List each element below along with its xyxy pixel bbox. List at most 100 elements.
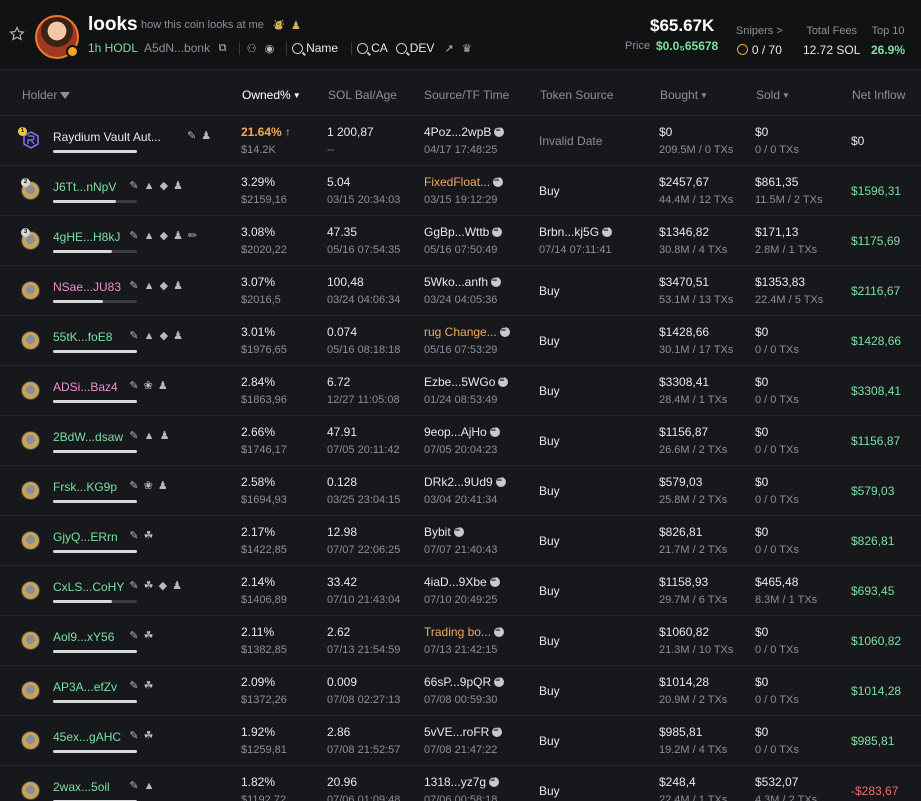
search-name-button[interactable]: Name bbox=[292, 41, 338, 55]
funding-source[interactable]: 9eop...AjHo bbox=[424, 424, 500, 439]
holder-address[interactable]: Frsk...KG9p bbox=[53, 480, 118, 494]
funding-source[interactable]: rug Change... bbox=[424, 324, 510, 339]
holder-address[interactable]: 4gHE...H8kJ bbox=[53, 230, 121, 244]
table-row[interactable]: 2BdW...dsaw ✎ ▲ ♟ 2.66% $1746,17 47.91 07/05 … bbox=[0, 416, 921, 466]
sol-balance: 33.42 bbox=[327, 575, 358, 589]
holder-address[interactable]: GjyQ...ERrn bbox=[53, 530, 118, 544]
table-row[interactable]: Aol9...xY56 ✎ ☘ 2.11% $1382,85 2.62 07/13 21:… bbox=[0, 616, 921, 666]
holder-address[interactable]: 2BdW...dsaw bbox=[53, 430, 124, 444]
funding-source[interactable]: 66sP...9pQR bbox=[424, 674, 505, 689]
wallet-age: 07/07 22:06:25 bbox=[327, 544, 401, 556]
search-dev-button[interactable]: DEV bbox=[395, 41, 434, 55]
raydium-logo-icon bbox=[23, 131, 39, 149]
holder-address[interactable]: 2wax...5oil bbox=[53, 780, 110, 794]
holder-avatar[interactable] bbox=[21, 581, 40, 600]
holder-tag-icons: ✎ ♟ bbox=[187, 130, 213, 142]
funding-source[interactable]: Trading bo... bbox=[424, 624, 504, 639]
bundle-icon[interactable]: ⚇ bbox=[246, 42, 257, 55]
column-owned[interactable]: Owned% ▼ bbox=[242, 88, 301, 102]
holder-address[interactable]: NSae...JU83 bbox=[53, 280, 122, 294]
table-row[interactable]: 2wax...5oil ✎ ▲ 1.82% $1192,72 20.96 07/06 01… bbox=[0, 766, 921, 801]
table-row[interactable]: AP3A...efZv ✎ ☘ 2.09% $1372,26 0.009 07/08 02… bbox=[0, 666, 921, 716]
holders-table-body: 1 Raydium Vault Aut... ✎ ♟ 21.64% ↑ $14.2K 1 … bbox=[0, 116, 921, 801]
holder-avatar[interactable] bbox=[21, 531, 40, 550]
funding-source[interactable]: 4Poz...2wpB bbox=[424, 124, 505, 139]
favorite-star-icon[interactable] bbox=[9, 26, 25, 42]
owned-percent: 3.29% bbox=[241, 175, 276, 189]
token-source: Invalid Date bbox=[539, 134, 603, 148]
funding-source[interactable]: 1318...yz7g bbox=[424, 774, 500, 789]
holder-address[interactable]: Raydium Vault Aut... bbox=[53, 130, 161, 144]
sold-txs: 8.3M / 1 TXs bbox=[755, 594, 818, 606]
holding-progress-bar bbox=[53, 600, 137, 603]
column-token-source[interactable]: Token Source bbox=[540, 88, 614, 102]
holder-avatar[interactable] bbox=[21, 331, 40, 350]
copy-icon[interactable]: ⧉ bbox=[218, 41, 227, 54]
holder-avatar[interactable] bbox=[21, 431, 40, 450]
table-row[interactable]: ADSi...Baz4 ✎ ❀ ♟ 2.84% $1863,96 6.72 12/27 1… bbox=[0, 366, 921, 416]
holder-avatar[interactable] bbox=[21, 681, 40, 700]
token-source: Buy bbox=[539, 284, 560, 298]
holder-avatar[interactable] bbox=[21, 381, 40, 400]
filter-icon[interactable] bbox=[60, 92, 71, 99]
table-row[interactable]: Frsk...KG9p ✎ ❀ ♟ 2.58% $1694,93 0.128 03/25 … bbox=[0, 466, 921, 516]
snipers-stat[interactable]: Snipers > 0 / 70 bbox=[736, 25, 783, 57]
sol-balance: 47.35 bbox=[327, 225, 358, 239]
holder-address[interactable]: CxLS...CoHY bbox=[53, 580, 125, 594]
holder-address[interactable]: Aol9...xY56 bbox=[53, 630, 115, 644]
table-row[interactable]: 3 4gHE...H8kJ ✎ ▲ ◆ ♟ ✏ 3.08% $2020,22 47.35 0… bbox=[0, 216, 921, 266]
holder-avatar[interactable] bbox=[21, 631, 40, 650]
solana-icon bbox=[494, 674, 505, 687]
column-sold[interactable]: Sold ▼ bbox=[756, 88, 790, 102]
holder-avatar[interactable] bbox=[21, 731, 40, 750]
holding-progress-fill bbox=[53, 200, 116, 203]
funding-source[interactable]: 5vVE...roFR bbox=[424, 724, 503, 739]
external-link-icon[interactable]: ↗ bbox=[444, 42, 454, 55]
column-holder[interactable]: Holder bbox=[22, 88, 71, 102]
column-net-inflow[interactable]: Net Inflow bbox=[852, 88, 906, 102]
funding-time: 05/16 07:50:49 bbox=[424, 244, 498, 256]
holder-address[interactable]: J6Tt...nNpV bbox=[53, 180, 117, 194]
divider bbox=[286, 41, 288, 55]
table-row[interactable]: 2 J6Tt...nNpV ✎ ▲ ◆ ♟ 3.29% $2159,16 5.04 03/1… bbox=[0, 166, 921, 216]
sold-txs: 0 / 0 TXs bbox=[755, 144, 799, 156]
token-source: Buy bbox=[539, 634, 560, 648]
holder-address[interactable]: 55tK...foE8 bbox=[53, 330, 113, 344]
funding-source[interactable]: FixedFloat... bbox=[424, 174, 504, 189]
search-ca-button[interactable]: CA bbox=[357, 41, 388, 55]
wallet-age: 07/05 20:11:42 bbox=[327, 444, 400, 456]
holder-avatar[interactable] bbox=[21, 281, 40, 300]
table-row[interactable]: 45ex...gAHC ✎ ☘ 1.92% $1259,81 2.86 07/08 21:… bbox=[0, 716, 921, 766]
token-source[interactable]: Brbn...kj5G bbox=[539, 224, 613, 239]
column-source[interactable]: Source/TF Time bbox=[424, 88, 510, 102]
table-row[interactable]: NSae...JU83 ✎ ▲ ◆ ♟ 3.07% $2016,5 100,48 03/2… bbox=[0, 266, 921, 316]
holder-avatar[interactable] bbox=[21, 481, 40, 500]
holder-avatar[interactable] bbox=[21, 781, 40, 800]
funding-source[interactable]: Bybit bbox=[424, 524, 464, 539]
net-inflow: $2116,67 bbox=[851, 284, 901, 298]
holder-address[interactable]: ADSi...Baz4 bbox=[53, 380, 118, 394]
funding-source[interactable]: Ezbe...5WGo bbox=[424, 374, 509, 389]
funding-source[interactable]: DRk2...9Ud9 bbox=[424, 474, 506, 489]
crown-icon[interactable]: ♛ bbox=[462, 42, 472, 55]
contract-address[interactable]: A5dN...bonk bbox=[144, 41, 211, 55]
owned-percent: 21.64% ↑ bbox=[241, 125, 292, 139]
funding-source[interactable]: GgBp...Wttb bbox=[424, 224, 503, 239]
token-avatar[interactable] bbox=[35, 15, 79, 59]
table-row[interactable]: CxLS...CoHY ✎ ☘ ◆ ♟ 2.14% $1406,89 33.42 07/1… bbox=[0, 566, 921, 616]
token-source: Buy bbox=[539, 534, 560, 548]
owned-usd: $2020,22 bbox=[241, 244, 287, 256]
funding-source[interactable]: 4iaD...9Xbe bbox=[424, 574, 500, 589]
table-row[interactable]: 55tK...foE8 ✎ ▲ ◆ ♟ 3.01% $1976,65 0.074 05/1… bbox=[0, 316, 921, 366]
holder-address[interactable]: AP3A...efZv bbox=[53, 680, 118, 694]
funding-source[interactable]: 5Wko...anfh bbox=[424, 274, 502, 289]
solana-icon bbox=[494, 124, 505, 137]
table-row[interactable]: 1 Raydium Vault Aut... ✎ ♟ 21.64% ↑ $14.2K 1 … bbox=[0, 116, 921, 166]
net-inflow: $1014,28 bbox=[851, 684, 902, 698]
column-bought[interactable]: Bought ▼ bbox=[660, 88, 708, 102]
holder-address[interactable]: 45ex...gAHC bbox=[53, 730, 122, 744]
table-row[interactable]: GjyQ...ERrn ✎ ☘ 2.17% $1422,85 12.98 07/07 22… bbox=[0, 516, 921, 566]
column-sol-balance[interactable]: SOL Bal/Age bbox=[328, 88, 397, 102]
solana-icon[interactable]: ◉ bbox=[264, 42, 275, 55]
holding-progress-fill bbox=[53, 300, 104, 303]
